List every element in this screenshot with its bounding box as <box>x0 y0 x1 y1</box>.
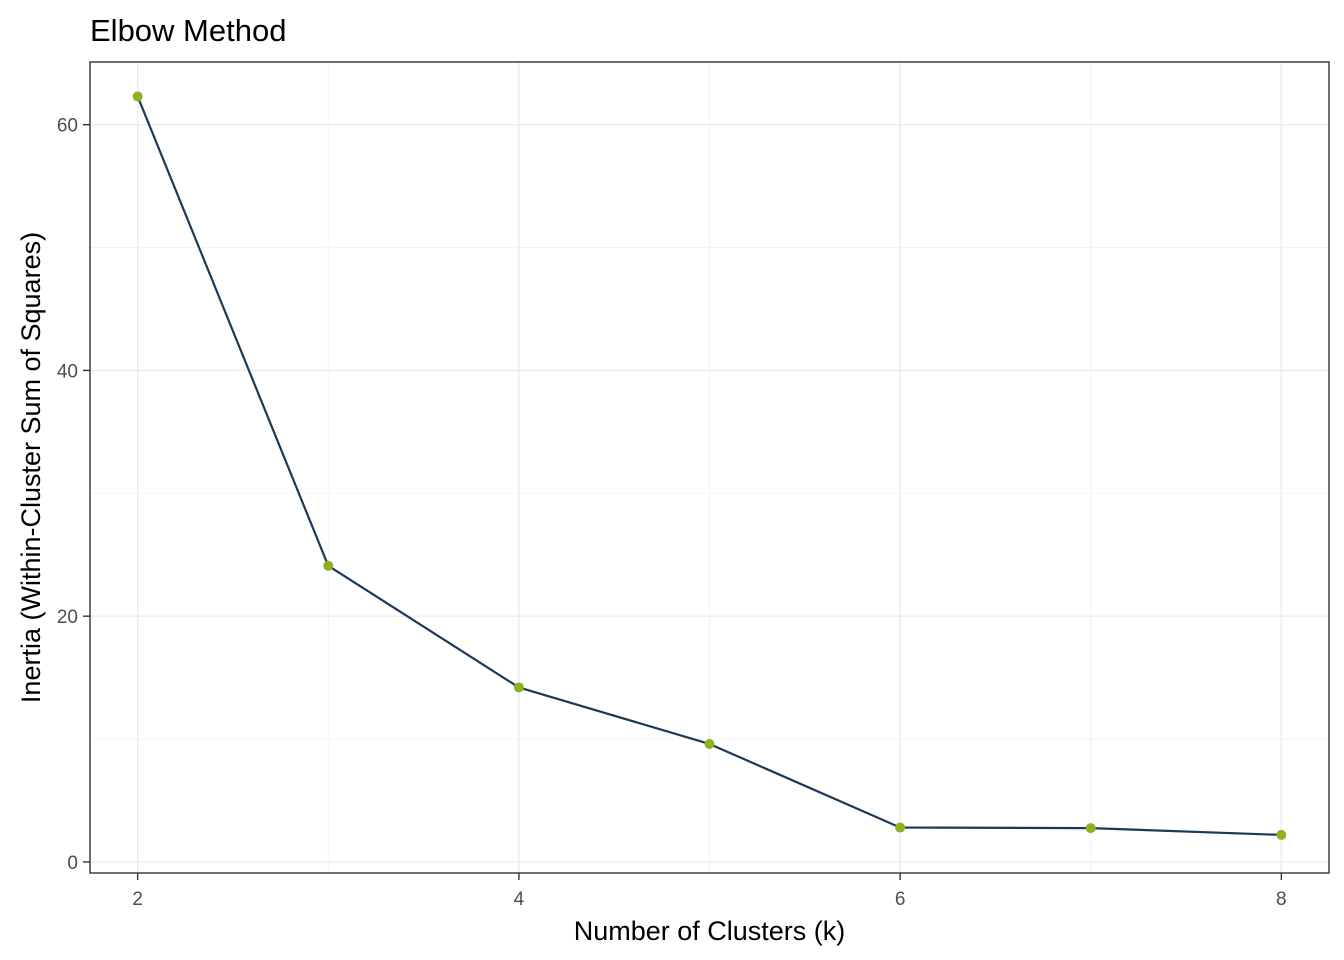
data-point <box>132 91 143 102</box>
data-point <box>895 822 906 833</box>
minor-gridlines <box>90 62 1329 873</box>
x-tick-label: 6 <box>895 889 906 910</box>
x-tick-label: 4 <box>514 889 525 910</box>
major-gridlines <box>90 62 1329 873</box>
x-tick-label: 2 <box>132 889 143 910</box>
x-axis-title: Number of Clusters (k) <box>574 916 846 946</box>
y-axis: 0 20 40 60 <box>57 116 90 874</box>
data-point <box>704 738 715 749</box>
y-tick-label: 20 <box>57 607 78 628</box>
y-tick-label: 60 <box>57 116 78 137</box>
panel-border <box>89 61 1330 874</box>
y-tick-label: 0 <box>67 853 78 874</box>
series-layer <box>132 91 1287 840</box>
data-point <box>323 560 334 571</box>
data-point <box>1085 823 1096 834</box>
chart-title: Elbow Method <box>90 13 286 48</box>
data-point <box>513 682 524 693</box>
y-tick-label: 40 <box>57 361 78 382</box>
data-point <box>1276 829 1287 840</box>
x-axis: 2 4 6 8 <box>132 873 1287 910</box>
x-tick-label: 8 <box>1276 889 1287 910</box>
y-axis-title: Inertia (Within-Cluster Sum of Squares) <box>16 232 46 703</box>
